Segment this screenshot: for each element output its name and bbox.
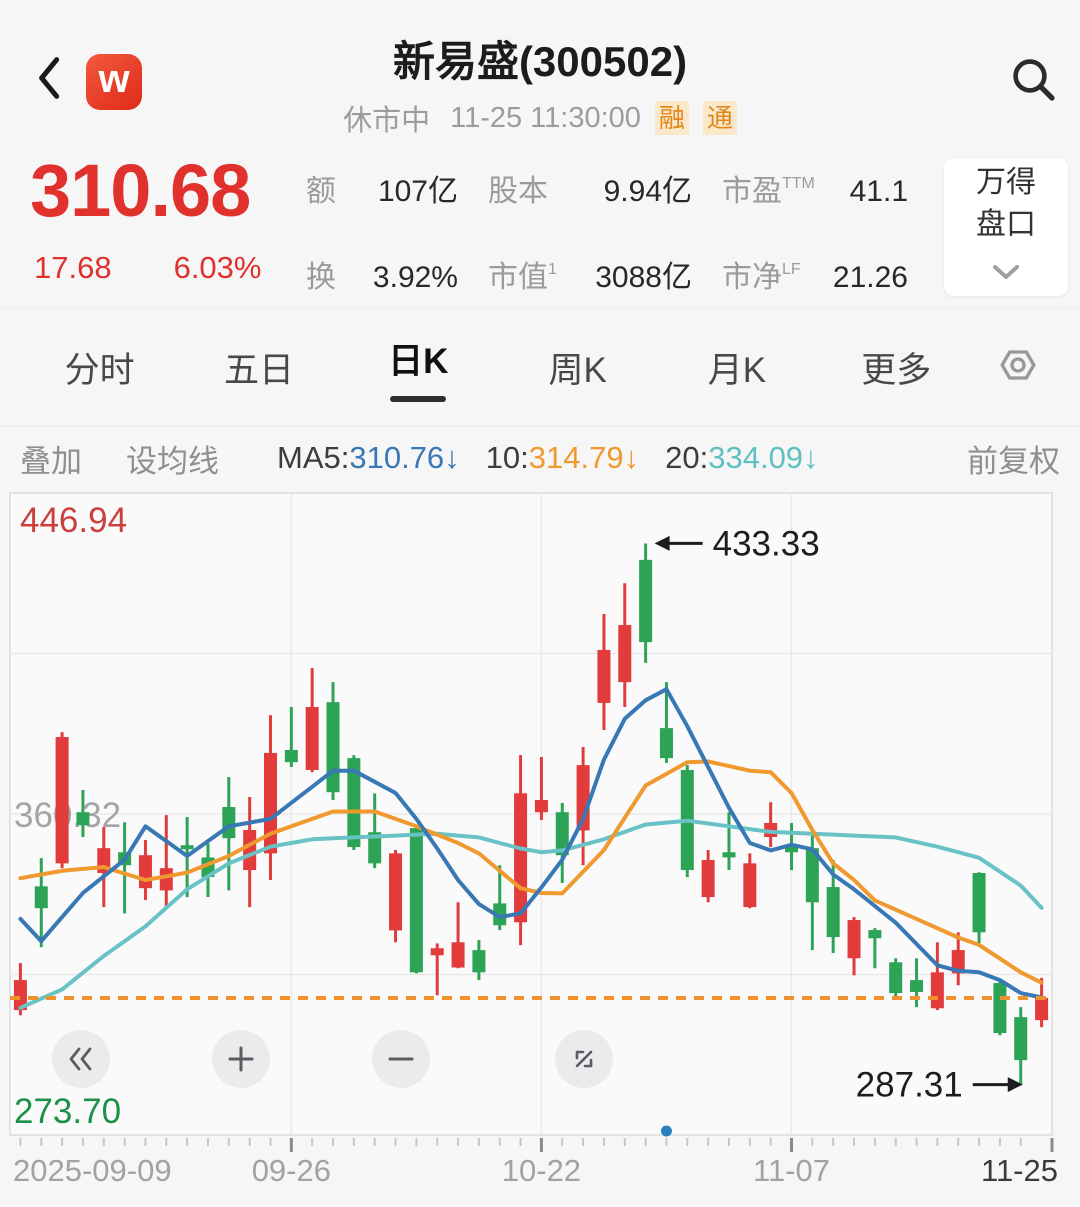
ma-toolbar: 叠加 设均线 MA5:310.76↓ 10:314.79↓ 20:334.09↓… (0, 427, 1080, 489)
logo-letter: w (98, 56, 130, 101)
expand-icon (569, 1044, 599, 1074)
fullscreen-button[interactable] (555, 1030, 613, 1088)
tab-daily-k[interactable]: 日K (339, 308, 498, 426)
header: w 新易盛(300502) 休市中 11-25 11:30:00 融 通 (0, 0, 1080, 150)
stat-turnover: 换 3.92% (306, 261, 458, 294)
back-button[interactable] (24, 52, 76, 108)
market-status-row: 休市中 11-25 11:30:00 融 通 (0, 97, 1080, 139)
zoom-in-icon (226, 1044, 256, 1074)
svg-text:11-07: 11-07 (753, 1153, 830, 1188)
stat-market-cap: 市值1 3088亿 (488, 261, 692, 294)
svg-text:446.94: 446.94 (20, 501, 127, 540)
tab-more[interactable]: 更多 (861, 350, 932, 390)
svg-text:287.31: 287.31 (856, 1066, 963, 1105)
ma20-readout: 20:334.09↓ (665, 440, 819, 475)
price-change-row: 17.68 6.03% (34, 250, 261, 286)
rewind-icon (65, 1044, 97, 1074)
svg-text:10-22: 10-22 (502, 1153, 581, 1188)
forward-adjusted-button[interactable]: 前复权 (967, 443, 1060, 479)
price-change: 17.68 (34, 250, 112, 285)
market-status: 休市中 (343, 105, 431, 137)
search-button[interactable] (1006, 54, 1062, 110)
zoom-out-button[interactable] (372, 1030, 430, 1088)
stat-pb-lf: 市净LF 21.26 (722, 261, 908, 294)
search-icon (1008, 54, 1060, 111)
quote-datetime: 11-25 11:30:00 (450, 101, 641, 134)
overlay-button[interactable]: 叠加 (20, 443, 82, 479)
wind-order-book-button[interactable]: 万得 盘口 (944, 158, 1068, 296)
back-icon (30, 54, 70, 107)
price-change-percent: 6.03% (173, 250, 262, 285)
stat-amount: 额 107亿 (306, 175, 458, 208)
chevron-down-icon (991, 251, 1021, 291)
margin-badge: 融 (654, 101, 689, 135)
ma10-readout: 10:314.79↓ (485, 440, 640, 475)
tab-weekly-k[interactable]: 周K (548, 350, 607, 390)
svg-text:11-25: 11-25 (981, 1153, 1058, 1188)
zoom-out-icon (386, 1044, 416, 1074)
connect-badge: 通 (702, 101, 737, 135)
quote-panel: 310.68 17.68 6.03% 额 107亿 股本 9.94亿 市盈TTM… (0, 149, 1080, 308)
svg-text:273.70: 273.70 (14, 1092, 121, 1131)
quote-stats: 额 107亿 股本 9.94亿 市盈TTM 41.1 换 3.92% 市值1 3… (306, 166, 908, 296)
set-ma-button[interactable]: 设均线 (126, 443, 219, 479)
chart-area: 446.94360.32273.70433.33287.312025-09-09… (0, 489, 1080, 1207)
tab-five-day[interactable]: 五日 (223, 350, 294, 390)
ma-readouts: MA5:310.76↓ 10:314.79↓ 20:334.09↓ (277, 440, 819, 476)
scroll-back-button[interactable] (52, 1030, 110, 1088)
ma5-readout: MA5:310.76↓ (277, 440, 460, 475)
period-tabs: 分时 五日 日K 周K 月K 更多 (0, 308, 1080, 427)
page-title: 新易盛(300502) (392, 38, 688, 85)
tab-minute[interactable]: 分时 (64, 350, 135, 390)
stat-pe-ttm: 市盈TTM 41.1 (722, 175, 908, 208)
candlestick-chart[interactable]: 446.94360.32273.70433.33287.312025-09-09… (0, 489, 1080, 1207)
tab-monthly-k[interactable]: 月K (707, 350, 767, 390)
svg-text:2025-09-09: 2025-09-09 (13, 1153, 172, 1188)
last-price: 310.68 (30, 149, 251, 232)
svg-text:433.33: 433.33 (713, 524, 820, 563)
settings-nut-icon (998, 345, 1038, 390)
svg-text:09-26: 09-26 (252, 1153, 331, 1188)
zoom-in-button[interactable] (212, 1030, 270, 1088)
chart-settings-button[interactable] (976, 308, 1060, 426)
wind-app-logo[interactable]: w (86, 54, 142, 110)
stat-share-capital: 股本 9.94亿 (488, 175, 692, 208)
